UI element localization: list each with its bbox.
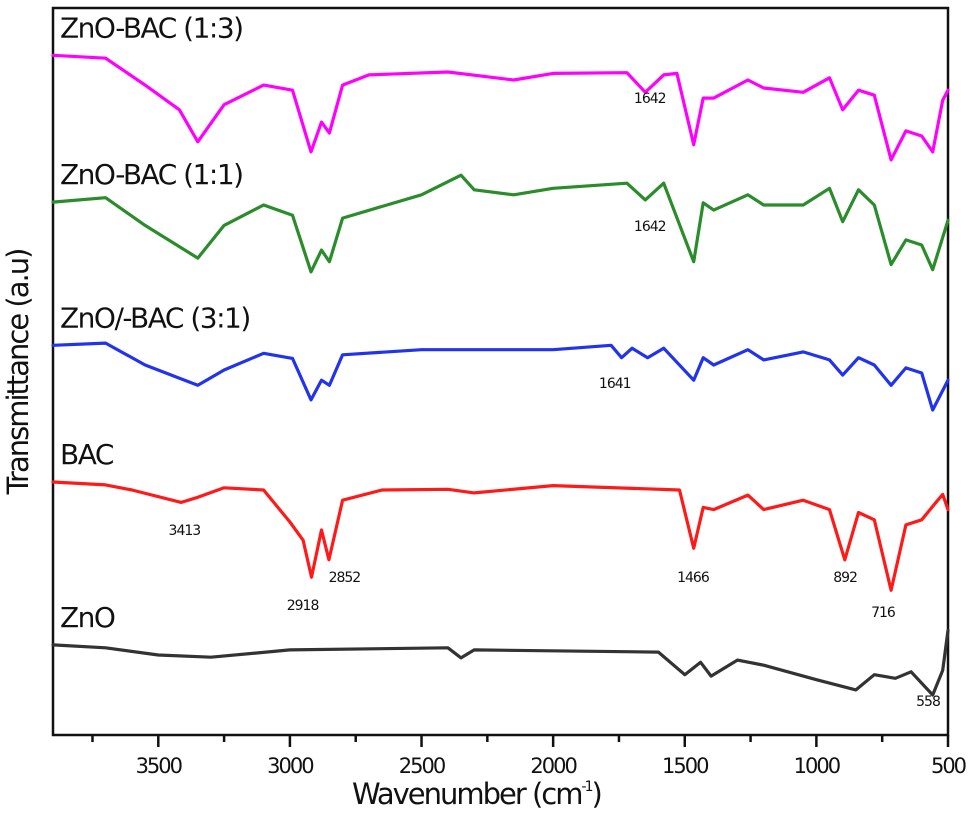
- peak-annotation: 1642: [634, 219, 666, 235]
- peak-annotation: 3413: [169, 523, 201, 539]
- x-tick-label: 3500: [136, 754, 182, 778]
- x-axis-title-close: ): [591, 777, 600, 811]
- plot-frame: [51, 6, 950, 737]
- peak-annotation: 2918: [287, 598, 319, 614]
- series-label: ZnO: [60, 601, 115, 634]
- series-label: ZnO/-BAC (3:1): [60, 301, 250, 334]
- peak-annotation: 558: [916, 694, 940, 710]
- series-label: ZnO-BAC (1:3): [60, 11, 243, 44]
- series-line-2: [51, 341, 950, 412]
- peak-annotations: 1642 1642 1641 3413 2918 2852 1466 892 716 558: [169, 91, 941, 710]
- series-line-4: [51, 628, 950, 697]
- series-line-0: [51, 53, 950, 162]
- x-tick-label: 500: [931, 754, 966, 778]
- x-tick-label: 2500: [399, 754, 445, 778]
- x-tick-label: 1500: [662, 754, 708, 778]
- series-line-3: [51, 480, 950, 592]
- series-label: BAC: [60, 438, 114, 471]
- peak-annotation: 2852: [329, 570, 361, 586]
- x-tick-label: 2000: [530, 754, 576, 778]
- series-lines: [51, 53, 950, 697]
- x-tick-label: 3000: [267, 754, 313, 778]
- x-axis-title-sup: -1: [582, 779, 593, 795]
- x-tick-label: 1000: [794, 754, 840, 778]
- peak-annotation: 1641: [599, 376, 631, 392]
- x-axis-title: Wavenumber (cm-1): [352, 777, 601, 811]
- x-axis-title-main: Wavenumber (cm: [352, 777, 582, 811]
- y-axis-title: Transmittance (a.u): [1, 250, 35, 496]
- x-axis-ticks: 3500 3000 2500 2000 1500 1000 500: [91, 735, 968, 778]
- peak-annotation: 716: [871, 605, 896, 621]
- peak-annotation: 892: [833, 570, 857, 586]
- peak-annotation: 1642: [634, 91, 666, 107]
- series-label: ZnO-BAC (1:1): [60, 158, 243, 191]
- series-line-1: [51, 173, 950, 274]
- peak-annotation: 1466: [677, 570, 710, 586]
- series-labels: ZnO-BAC (1:3) ZnO-BAC (1:1) ZnO/-BAC (3:1)…: [60, 11, 251, 634]
